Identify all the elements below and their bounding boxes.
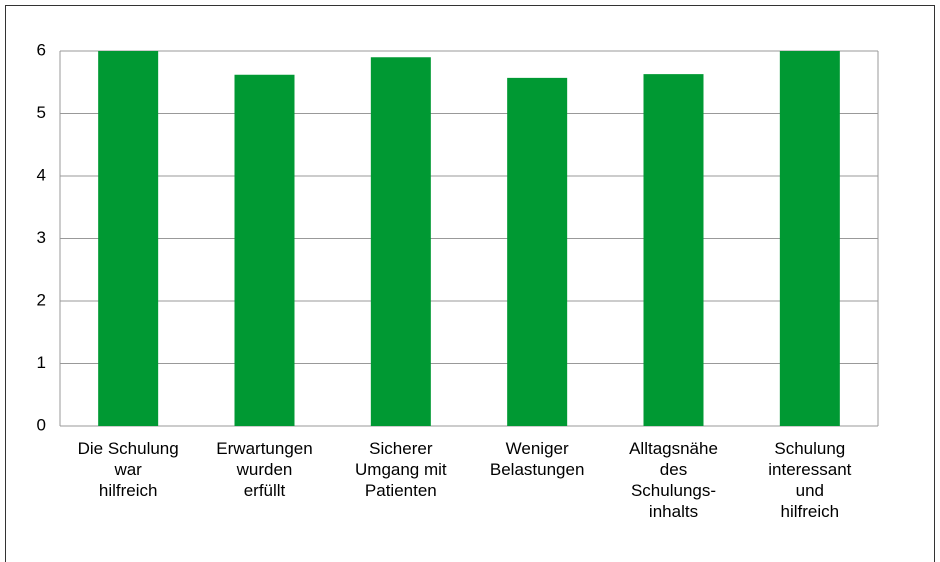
y-tick-label: 0 xyxy=(37,415,46,434)
bar xyxy=(98,51,159,426)
bar xyxy=(643,74,704,426)
bar xyxy=(507,77,568,426)
x-tick-label: Sicherer Umgang mit Patienten xyxy=(355,439,447,500)
x-tick-label: Weniger Belastungen xyxy=(489,439,585,479)
bar xyxy=(370,57,431,426)
bar xyxy=(779,51,840,426)
x-tick-label: Die Schulung war hilfreich xyxy=(77,439,179,500)
y-tick-label: 6 xyxy=(37,40,46,59)
y-tick-label: 2 xyxy=(37,290,46,309)
x-tick-label: Erwartungen wurden erfüllt xyxy=(216,439,313,500)
y-tick-label: 3 xyxy=(37,228,46,247)
y-tick-label: 5 xyxy=(37,103,46,122)
x-tick-label: Schulung interessant und hilfreich xyxy=(768,439,852,521)
y-tick-label: 1 xyxy=(37,353,46,372)
x-tick-label: Alltagsnähe des Schulungs- inhalts xyxy=(629,439,718,521)
y-tick-label: 4 xyxy=(37,165,46,184)
frame xyxy=(5,5,935,562)
bar xyxy=(234,74,295,426)
